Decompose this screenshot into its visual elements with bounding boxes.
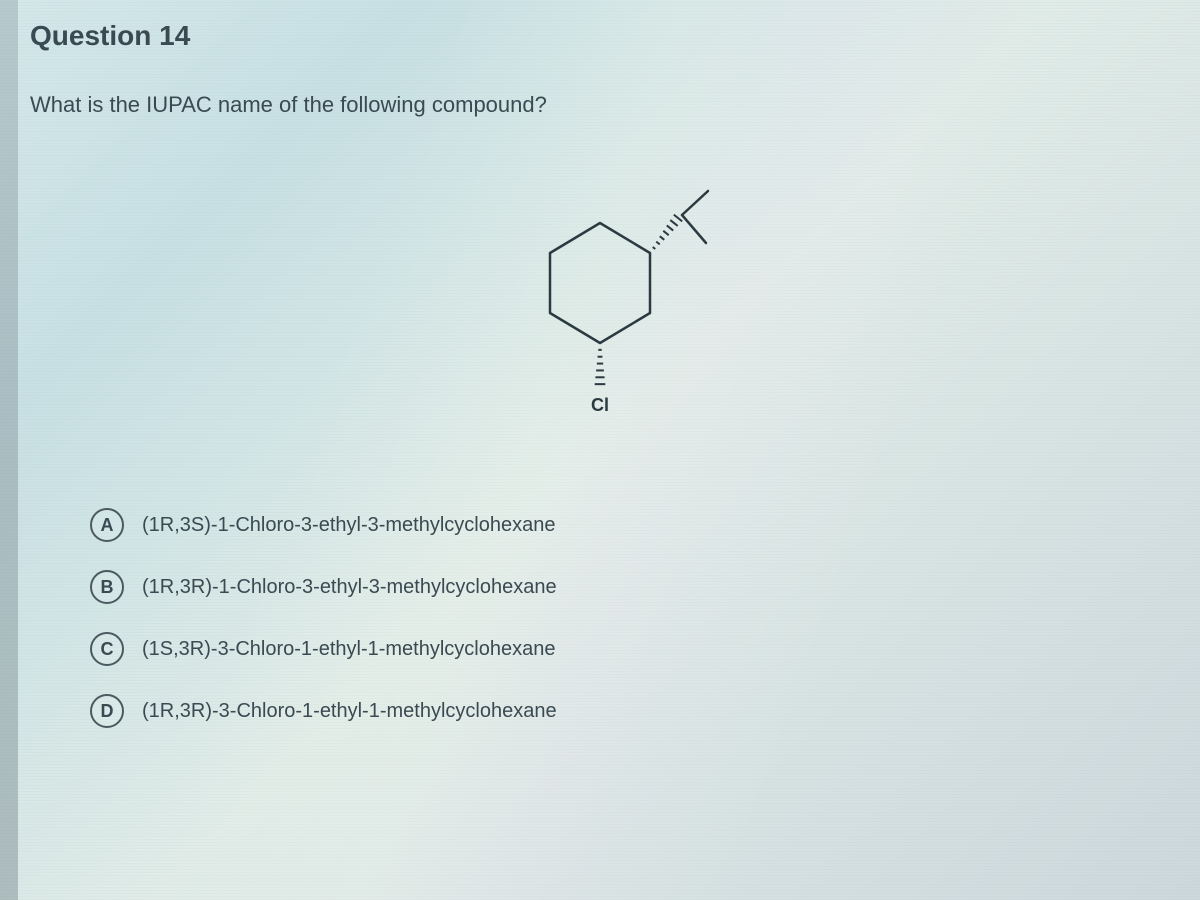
answer-option[interactable]: A (1R,3S)-1-Chloro-3-ethyl-3-methylcycloh… <box>90 508 1170 542</box>
molecule-svg: Cl <box>470 173 730 433</box>
question-panel: Question 14 What is the IUPAC name of th… <box>0 0 1200 758</box>
option-letter-circle[interactable]: B <box>90 570 124 604</box>
option-letter-circle[interactable]: D <box>90 694 124 728</box>
option-text: (1R,3S)-1-Chloro-3-ethyl-3-methylcyclohe… <box>142 514 556 537</box>
question-number-title: Question 14 <box>30 20 1170 52</box>
question-prompt: What is the IUPAC name of the following … <box>30 92 1170 118</box>
molecule-diagram: Cl <box>30 158 1170 448</box>
option-text: (1R,3R)-3-Chloro-1-ethyl-1-methylcyclohe… <box>142 700 557 723</box>
option-letter-circle[interactable]: C <box>90 632 124 666</box>
option-text: (1S,3R)-3-Chloro-1-ethyl-1-methylcyclohe… <box>142 638 556 661</box>
left-edge-strip <box>0 0 18 900</box>
answer-option[interactable]: C (1S,3R)-3-Chloro-1-ethyl-1-methylcycloh… <box>90 632 1170 666</box>
option-text: (1R,3R)-1-Chloro-3-ethyl-3-methylcyclohe… <box>142 576 557 599</box>
option-letter-circle[interactable]: A <box>90 508 124 542</box>
svg-text:Cl: Cl <box>591 395 609 415</box>
answer-option[interactable]: D (1R,3R)-3-Chloro-1-ethyl-1-methylcycloh… <box>90 694 1170 728</box>
answer-option[interactable]: B (1R,3R)-1-Chloro-3-ethyl-3-methylcycloh… <box>90 570 1170 604</box>
answer-options-list: A (1R,3S)-1-Chloro-3-ethyl-3-methylcycloh… <box>30 508 1170 728</box>
